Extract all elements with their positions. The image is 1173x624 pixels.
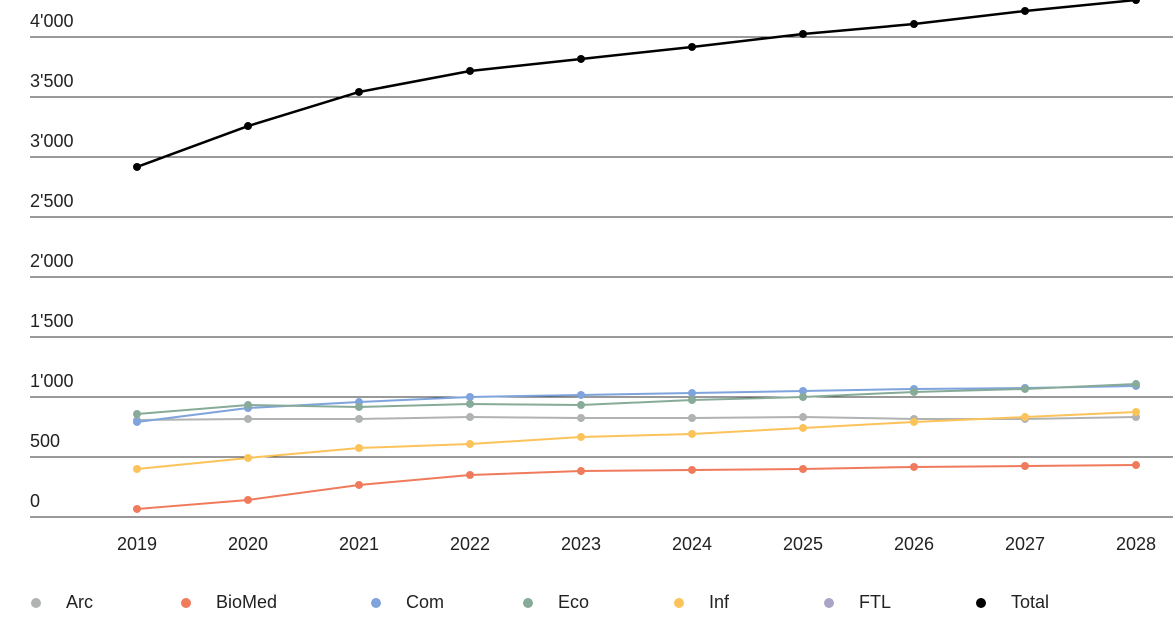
data-point bbox=[688, 396, 696, 404]
data-point bbox=[799, 393, 807, 401]
data-point bbox=[244, 495, 252, 504]
data-point bbox=[1132, 408, 1140, 416]
data-point bbox=[355, 402, 363, 411]
data-point bbox=[1021, 462, 1029, 470]
data-point bbox=[1021, 6, 1029, 15]
data-point bbox=[799, 30, 807, 38]
data-point bbox=[244, 401, 252, 410]
series-line bbox=[136, 411, 1137, 470]
data-point bbox=[466, 393, 474, 401]
data-point bbox=[466, 66, 474, 75]
y-tick-label: 1'500 bbox=[30, 311, 73, 331]
data-point bbox=[466, 440, 474, 449]
legend-label: Eco bbox=[558, 592, 589, 612]
legend-label: Com bbox=[406, 592, 444, 612]
y-tick-label: 500 bbox=[30, 431, 60, 451]
series-line bbox=[136, 384, 1137, 423]
legend-label: Total bbox=[1011, 592, 1049, 612]
x-tick-label: 2025 bbox=[783, 534, 823, 554]
y-tick-label: 2'000 bbox=[30, 251, 73, 271]
data-point bbox=[910, 387, 918, 396]
legend-marker bbox=[674, 598, 684, 608]
data-point bbox=[688, 465, 696, 474]
series-line bbox=[136, 0, 1137, 169]
x-tick-label: 2019 bbox=[117, 534, 157, 554]
data-point bbox=[355, 87, 363, 96]
data-point bbox=[577, 54, 585, 63]
legend-marker bbox=[31, 598, 41, 608]
data-point bbox=[910, 462, 918, 471]
legend-marker bbox=[181, 598, 191, 608]
legend-marker bbox=[976, 598, 986, 608]
y-tick-label: 3'000 bbox=[30, 131, 73, 151]
data-point bbox=[1132, 0, 1140, 5]
data-point bbox=[133, 465, 141, 473]
data-point bbox=[799, 423, 807, 432]
data-point bbox=[1021, 384, 1029, 393]
data-point bbox=[799, 465, 807, 473]
data-point bbox=[910, 417, 918, 426]
data-point bbox=[355, 480, 363, 489]
y-tick-label: 3'500 bbox=[30, 71, 73, 91]
x-tick-label: 2027 bbox=[1005, 534, 1045, 554]
data-point bbox=[133, 417, 141, 426]
x-tick-label: 2023 bbox=[561, 534, 601, 554]
y-tick-label: 4'000 bbox=[30, 11, 73, 31]
data-point bbox=[799, 387, 807, 395]
data-point bbox=[244, 414, 252, 423]
y-tick-label: 0 bbox=[30, 491, 40, 511]
data-point bbox=[244, 453, 252, 462]
y-tick-label: 2'500 bbox=[30, 191, 73, 211]
data-point bbox=[688, 414, 696, 422]
data-point bbox=[355, 444, 363, 452]
legend-label: BioMed bbox=[216, 592, 277, 612]
data-point bbox=[688, 42, 696, 51]
x-tick-label: 2024 bbox=[672, 534, 712, 554]
legend-marker bbox=[523, 598, 533, 608]
series-line bbox=[136, 464, 1137, 510]
legend-label: Arc bbox=[66, 592, 93, 612]
data-point bbox=[688, 389, 696, 398]
data-point bbox=[466, 413, 474, 422]
data-point bbox=[466, 471, 474, 479]
data-point bbox=[1132, 380, 1140, 389]
legend-marker bbox=[371, 598, 381, 608]
data-point bbox=[688, 429, 696, 438]
data-point bbox=[133, 162, 141, 171]
data-point bbox=[466, 399, 474, 408]
data-point bbox=[910, 20, 918, 29]
data-point bbox=[577, 390, 585, 399]
data-point bbox=[799, 413, 807, 422]
data-point bbox=[577, 432, 585, 441]
legend-label: FTL bbox=[859, 592, 891, 612]
data-point bbox=[1132, 461, 1140, 470]
legend-marker bbox=[824, 598, 834, 608]
x-tick-label: 2021 bbox=[339, 534, 379, 554]
x-tick-label: 2020 bbox=[228, 534, 268, 554]
data-point bbox=[133, 410, 141, 419]
series-line bbox=[136, 383, 1137, 416]
data-point bbox=[133, 504, 141, 513]
x-tick-label: 2026 bbox=[894, 534, 934, 554]
x-tick-label: 2028 bbox=[1116, 534, 1156, 554]
data-point bbox=[244, 122, 252, 131]
y-tick-label: 1'000 bbox=[30, 371, 73, 391]
data-point bbox=[577, 401, 585, 410]
data-point bbox=[355, 414, 363, 423]
data-point bbox=[577, 467, 585, 476]
legend-label: Inf bbox=[709, 592, 730, 612]
data-point bbox=[577, 414, 585, 422]
x-tick-label: 2022 bbox=[450, 534, 490, 554]
data-point bbox=[1021, 413, 1029, 422]
